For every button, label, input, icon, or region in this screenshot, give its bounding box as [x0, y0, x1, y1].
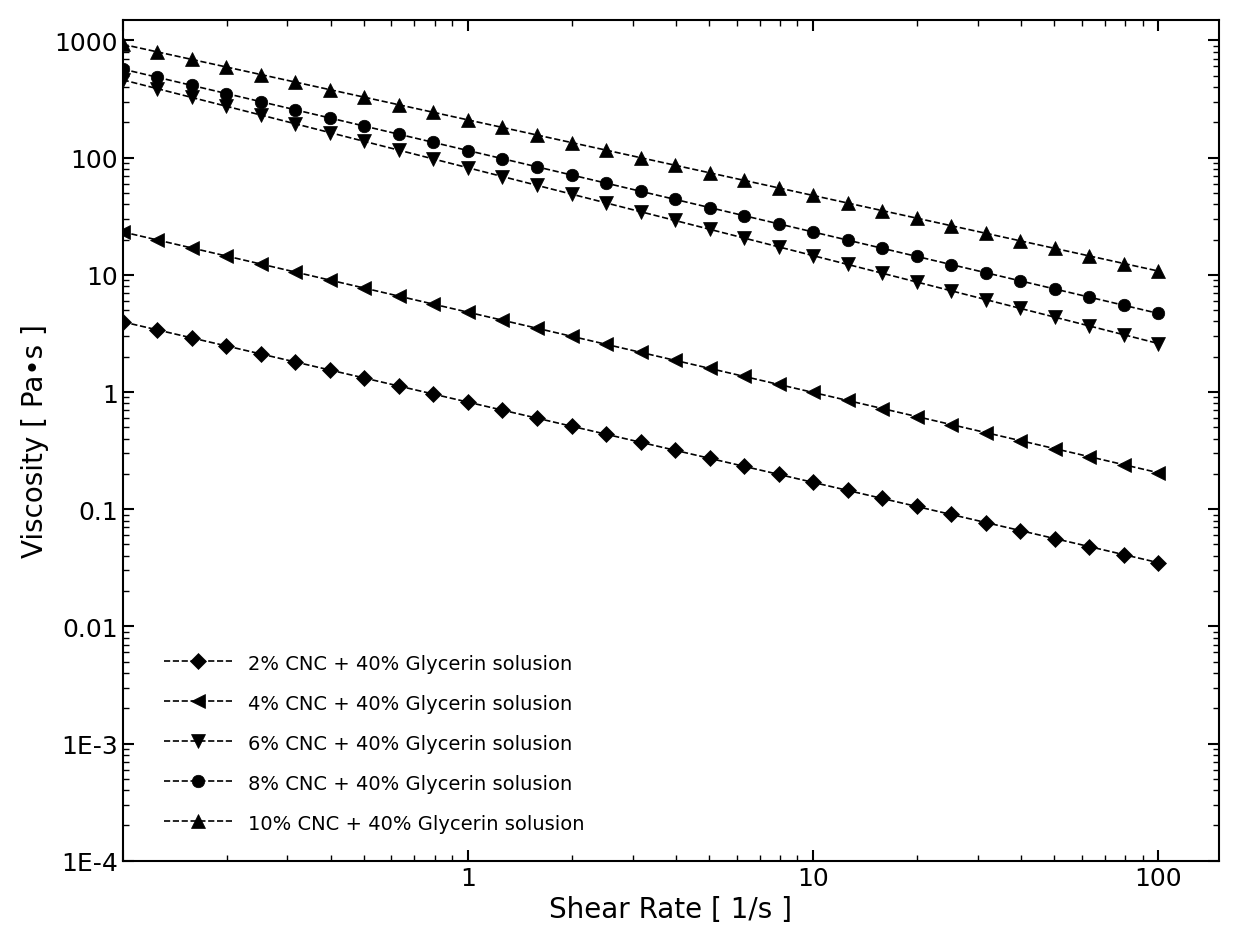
Y-axis label: Viscosity [ Pa•s ]: Viscosity [ Pa•s ] [21, 324, 48, 558]
Legend: 2% CNC + 40% Glycerin solusion, 4% CNC + 40% Glycerin solusion, 6% CNC + 40% Gly: 2% CNC + 40% Glycerin solusion, 4% CNC +… [155, 643, 594, 843]
X-axis label: Shear Rate [ 1/s ]: Shear Rate [ 1/s ] [549, 895, 792, 923]
